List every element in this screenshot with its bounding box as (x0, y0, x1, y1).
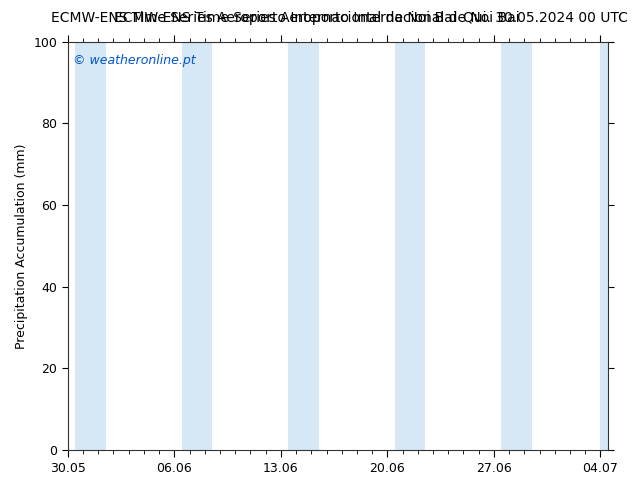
Bar (182, 42, 212, 450)
Bar (288, 42, 319, 450)
Text: © weatheronline.pt: © weatheronline.pt (74, 54, 196, 67)
Text: Qui. 30.05.2024 00 UTC: Qui. 30.05.2024 00 UTC (463, 11, 628, 25)
Text: ECMW-ENS Time Series Aeroporto Internacional de Noi Bai: ECMW-ENS Time Series Aeroporto Internaci… (114, 11, 520, 25)
Bar (600, 42, 608, 450)
Bar (501, 42, 532, 450)
Text: ECMW-ENS Time Series Aeroporto Internacional de Noi Bai: ECMW-ENS Time Series Aeroporto Internaci… (51, 11, 456, 25)
Bar (395, 42, 425, 450)
Y-axis label: Precipitation Accumulation (mm): Precipitation Accumulation (mm) (15, 143, 28, 348)
Bar (75, 42, 106, 450)
